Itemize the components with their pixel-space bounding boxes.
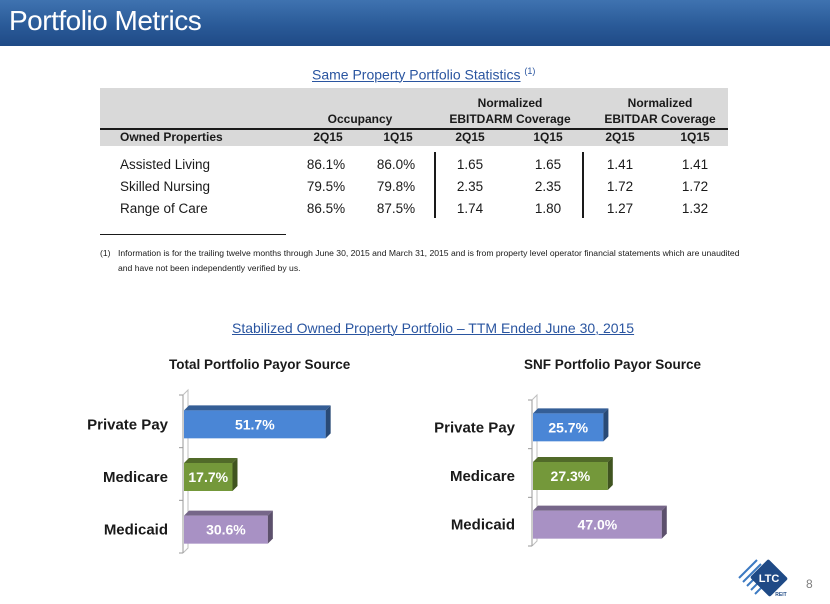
bar-snf-2 — [533, 510, 662, 539]
bar-side-snf-0 — [603, 408, 609, 442]
bar-total-1 — [184, 463, 233, 491]
table-divider-1 — [434, 152, 436, 218]
category-label-snf-2: Medicaid — [451, 517, 515, 534]
column-header-occ-2q15: 2Q15 — [313, 130, 343, 144]
cell-value: 79.5% — [306, 179, 346, 194]
row-label: Range of Care — [120, 201, 208, 216]
header-bar — [0, 0, 830, 46]
cell-value: 1.65 — [456, 157, 484, 172]
column-header-ebitdarm-2q15: 2Q15 — [455, 130, 485, 144]
stabilized-section-title: Stabilized Owned Property Portfolio – TT… — [232, 320, 634, 336]
cell-value: 1.74 — [456, 201, 484, 216]
column-header-ebitdarm-1q15: 1Q15 — [533, 130, 563, 144]
bar-side-total-1 — [232, 458, 238, 491]
column-header-occ-1q15: 1Q15 — [383, 130, 413, 144]
cell-value: 1.41 — [606, 157, 634, 172]
cell-value: 1.65 — [534, 157, 562, 172]
cell-value: 86.1% — [306, 157, 346, 172]
cell-value: 86.5% — [306, 201, 346, 216]
logo-text: LTC — [759, 573, 780, 585]
category-label-total-0: Private Pay — [87, 416, 169, 433]
bar-top-snf-0 — [533, 408, 609, 414]
footnote-text: Information is for the trailing twelve m… — [118, 248, 740, 273]
category-label-total-1: Medicare — [103, 469, 168, 486]
ltc-reit-logo: LTC REIT — [738, 559, 788, 598]
data-label-total-2: 30.6% — [206, 522, 246, 538]
cell-value: 87.5% — [376, 201, 416, 216]
bar-total-2 — [184, 515, 268, 544]
chart-total: 51.7% Private Pay 17.7% Medicare 30.6% Medica… — [87, 388, 331, 554]
header-occupancy: Occupancy — [327, 112, 393, 126]
footnote: (1) Information is for the trailing twel… — [100, 246, 740, 276]
bar-total-0 — [184, 410, 326, 439]
table-divider-2 — [582, 152, 584, 218]
cell-value: 1.72 — [681, 179, 709, 194]
footnote-rule — [100, 234, 286, 235]
page-title: Portfolio Metrics — [9, 5, 202, 36]
data-label-snf-2: 47.0% — [578, 517, 618, 533]
bar-side-snf-1 — [607, 457, 613, 490]
cell-value: 1.32 — [681, 201, 709, 216]
category-label-total-2: Medicaid — [104, 522, 168, 539]
table-header — [100, 88, 728, 146]
cell-value: 1.41 — [681, 157, 709, 172]
header-ebitdar-line1: Normalized — [627, 96, 693, 110]
table-header-divider — [100, 128, 728, 146]
bar-snf-1 — [533, 462, 608, 490]
bar-top-snf-2 — [533, 505, 667, 511]
chart-title-total: Total Portfolio Payor Source — [169, 357, 351, 372]
bar-top-total-0 — [184, 405, 331, 411]
stats-section-title-text: Same Property Portfolio Statistics — [312, 66, 521, 83]
stats-section-footnote-marker: (1) — [524, 66, 536, 76]
data-label-total-1: 17.7% — [188, 469, 228, 485]
bar-snf-0 — [533, 413, 604, 442]
row-label: Skilled Nursing — [120, 179, 211, 194]
cell-value: 1.27 — [606, 201, 634, 216]
bar-side-total-0 — [325, 405, 331, 439]
cell-value: 2.35 — [456, 179, 484, 194]
cell-value: 86.0% — [376, 157, 416, 172]
bar-top-total-2 — [184, 510, 273, 516]
column-header-ebitdar-1q15: 1Q15 — [680, 130, 710, 144]
cell-value: 2.35 — [534, 179, 562, 194]
row-label: Assisted Living — [120, 157, 211, 172]
cell-value: 1.80 — [534, 201, 562, 216]
header-ebitdarm-line1: Normalized — [477, 96, 543, 110]
category-label-snf-1: Medicare — [450, 468, 515, 485]
bar-side-snf-2 — [661, 505, 667, 539]
footnote-number: (1) — [100, 248, 111, 258]
data-label-snf-1: 27.3% — [551, 468, 591, 484]
column-header-owned-properties: Owned Properties — [120, 130, 223, 144]
data-label-snf-0: 25.7% — [548, 419, 588, 435]
data-label-total-0: 51.7% — [235, 416, 275, 432]
cell-value: 79.8% — [376, 179, 416, 194]
page-number: 8 — [806, 577, 813, 591]
column-header-ebitdar-2q15: 2Q15 — [605, 130, 635, 144]
header-ebitdar-line2: EBITDAR Coverage — [604, 112, 716, 126]
cell-value: 1.72 — [606, 179, 634, 194]
chart-title-snf: SNF Portfolio Payor Source — [524, 357, 702, 372]
category-label-snf-0: Private Pay — [434, 419, 516, 436]
bar-side-total-2 — [267, 510, 273, 544]
bar-top-total-1 — [184, 458, 238, 463]
stabilized-section-title-text: Stabilized Owned Property Portfolio – TT… — [232, 320, 635, 336]
logo-subtext: REIT — [775, 592, 786, 598]
chart-snf: 25.7% Private Pay 27.3% Medicare 47.0% Medica… — [434, 393, 667, 547]
bar-top-snf-1 — [533, 457, 613, 462]
header-ebitdarm-line2: EBITDARM Coverage — [449, 112, 571, 126]
stats-section-title: Same Property Portfolio Statistics (1) — [312, 66, 535, 83]
